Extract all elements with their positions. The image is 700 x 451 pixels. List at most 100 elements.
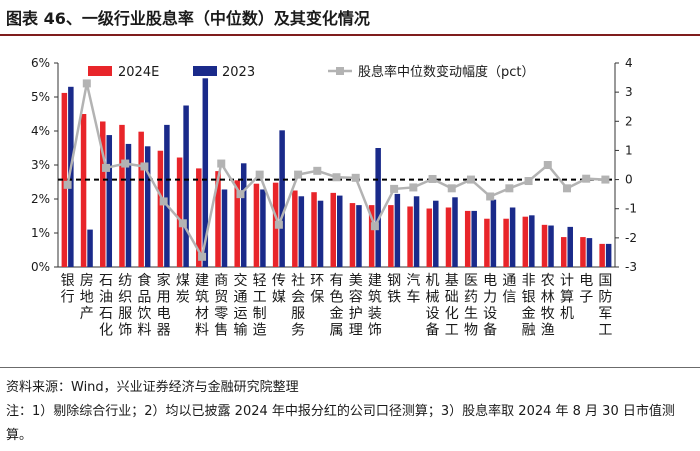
dividend-yield-chart: 0% 1% 2% 3% 4% 5% 6% -3 -2 -1 0 1 2 3 4 银行房地产石油石化纺织服饰食品…: [31, 56, 637, 339]
change-marker: [217, 159, 226, 168]
right-tick-label: 4: [625, 56, 633, 70]
bar-2024e: [541, 224, 548, 267]
bar-2024e: [234, 180, 240, 267]
bar-2023: [279, 130, 285, 267]
bar-2023: [586, 238, 593, 267]
category-label: 计算机: [560, 273, 574, 322]
bar-2024e: [445, 207, 452, 267]
change-marker: [63, 180, 72, 189]
category-label: 社会服务: [291, 273, 305, 339]
bar-2023: [317, 200, 324, 267]
category-label: 电力设备: [483, 273, 497, 339]
category-label: 商贸零售: [214, 273, 228, 339]
change-marker: [409, 183, 418, 192]
bar-2023: [337, 195, 343, 267]
bar-2024e: [503, 218, 509, 267]
category-label: 钢铁: [387, 273, 401, 306]
right-tick-label: 0: [625, 173, 633, 187]
change-marker: [562, 184, 571, 193]
bar-2024e: [80, 114, 87, 267]
bar-2024e: [388, 205, 394, 267]
category-label: 基础化工: [445, 272, 459, 339]
change-marker: [524, 177, 533, 186]
change-marker: [601, 175, 610, 184]
bar-2023: [125, 143, 132, 267]
chart-title: 图表 46、一级行业股息率（中位数）及其变化情况: [6, 9, 370, 28]
change-marker: [294, 170, 303, 179]
change-marker: [274, 220, 283, 229]
bar-2023: [605, 243, 612, 267]
bar-2024e: [484, 218, 490, 267]
bar-2023: [413, 196, 420, 267]
bar-2024e: [560, 237, 567, 267]
title-bar: 图表 46、一级行业股息率（中位数）及其变化情况: [0, 0, 700, 36]
change-marker: [236, 190, 245, 199]
legend-marker-change: [336, 67, 344, 75]
bar-2024e: [176, 157, 183, 267]
bar-2024e: [580, 237, 586, 267]
change-marker: [390, 184, 399, 193]
change-marker: [582, 174, 591, 183]
right-tick-label: 3: [625, 85, 633, 99]
bar-2024e: [157, 150, 164, 267]
plot-area: 0% 1% 2% 3% 4% 5% 6% -3 -2 -1 0 1 2 3 4 银行房地产石油石化纺织服饰食品…: [31, 56, 637, 339]
category-label: 建筑装饰: [368, 273, 382, 339]
change-marker: [140, 162, 149, 171]
bar-2023: [471, 210, 477, 267]
bar-2024e: [349, 203, 356, 267]
bar-2023: [164, 124, 170, 267]
category-label: 美容护理: [349, 273, 363, 339]
change-marker: [447, 184, 456, 193]
bar-2024e: [253, 183, 260, 267]
divider-rule: [0, 367, 700, 368]
category-label: 非银金融: [522, 273, 536, 339]
bar-2024e: [196, 168, 202, 267]
bar-2023: [490, 199, 497, 267]
category-label: 房地产: [80, 273, 94, 322]
change-marker: [486, 192, 495, 201]
bar-2024e: [407, 206, 413, 267]
right-tick-label: 1: [625, 143, 633, 157]
change-marker: [543, 161, 552, 169]
bar-2024e: [464, 210, 471, 267]
bar-2024e: [215, 171, 221, 267]
category-label: 石油石化: [99, 273, 113, 339]
bar-2024e: [292, 190, 298, 267]
bar-2024e: [119, 124, 125, 267]
right-tick-label: -1: [625, 202, 637, 216]
change-marker: [255, 170, 264, 179]
bar-2024e: [599, 243, 605, 267]
change-marker: [102, 163, 111, 172]
category-label: 环保: [310, 273, 324, 306]
change-marker: [332, 173, 341, 182]
right-tick-label: -2: [625, 231, 637, 245]
category-label: 纺织服饰: [118, 273, 132, 339]
change-marker: [505, 184, 514, 193]
bar-2023: [144, 146, 151, 267]
category-label: 轻工制造: [253, 273, 267, 339]
bar-2023: [356, 205, 362, 267]
legend-label-change: 股息率中位数变动幅度（pct）: [358, 64, 535, 80]
category-label: 电子: [579, 273, 593, 306]
bar-2023: [529, 215, 535, 267]
change-marker: [121, 159, 130, 168]
bar-2024e: [311, 192, 317, 267]
bar-2023: [567, 226, 573, 267]
legend-swatch-2024e: [88, 66, 112, 76]
bar-2024e: [426, 208, 433, 267]
category-label: 交通运输: [233, 272, 247, 339]
bar-2023: [509, 207, 516, 267]
category-label: 家用电器: [157, 272, 171, 339]
bar-2024e: [368, 205, 375, 267]
category-label: 农林牧渔: [541, 273, 555, 339]
left-tick-label: 4%: [31, 124, 50, 138]
bar-2023: [68, 86, 74, 267]
category-label: 食品饮料: [137, 272, 151, 339]
change-marker: [370, 222, 379, 231]
category-label: 有色金属: [330, 273, 344, 339]
change-marker: [466, 175, 475, 184]
change-marker: [178, 219, 187, 228]
change-marker: [351, 173, 360, 182]
category-label: 国防军工: [598, 273, 612, 339]
left-tick-label: 3%: [31, 158, 50, 172]
